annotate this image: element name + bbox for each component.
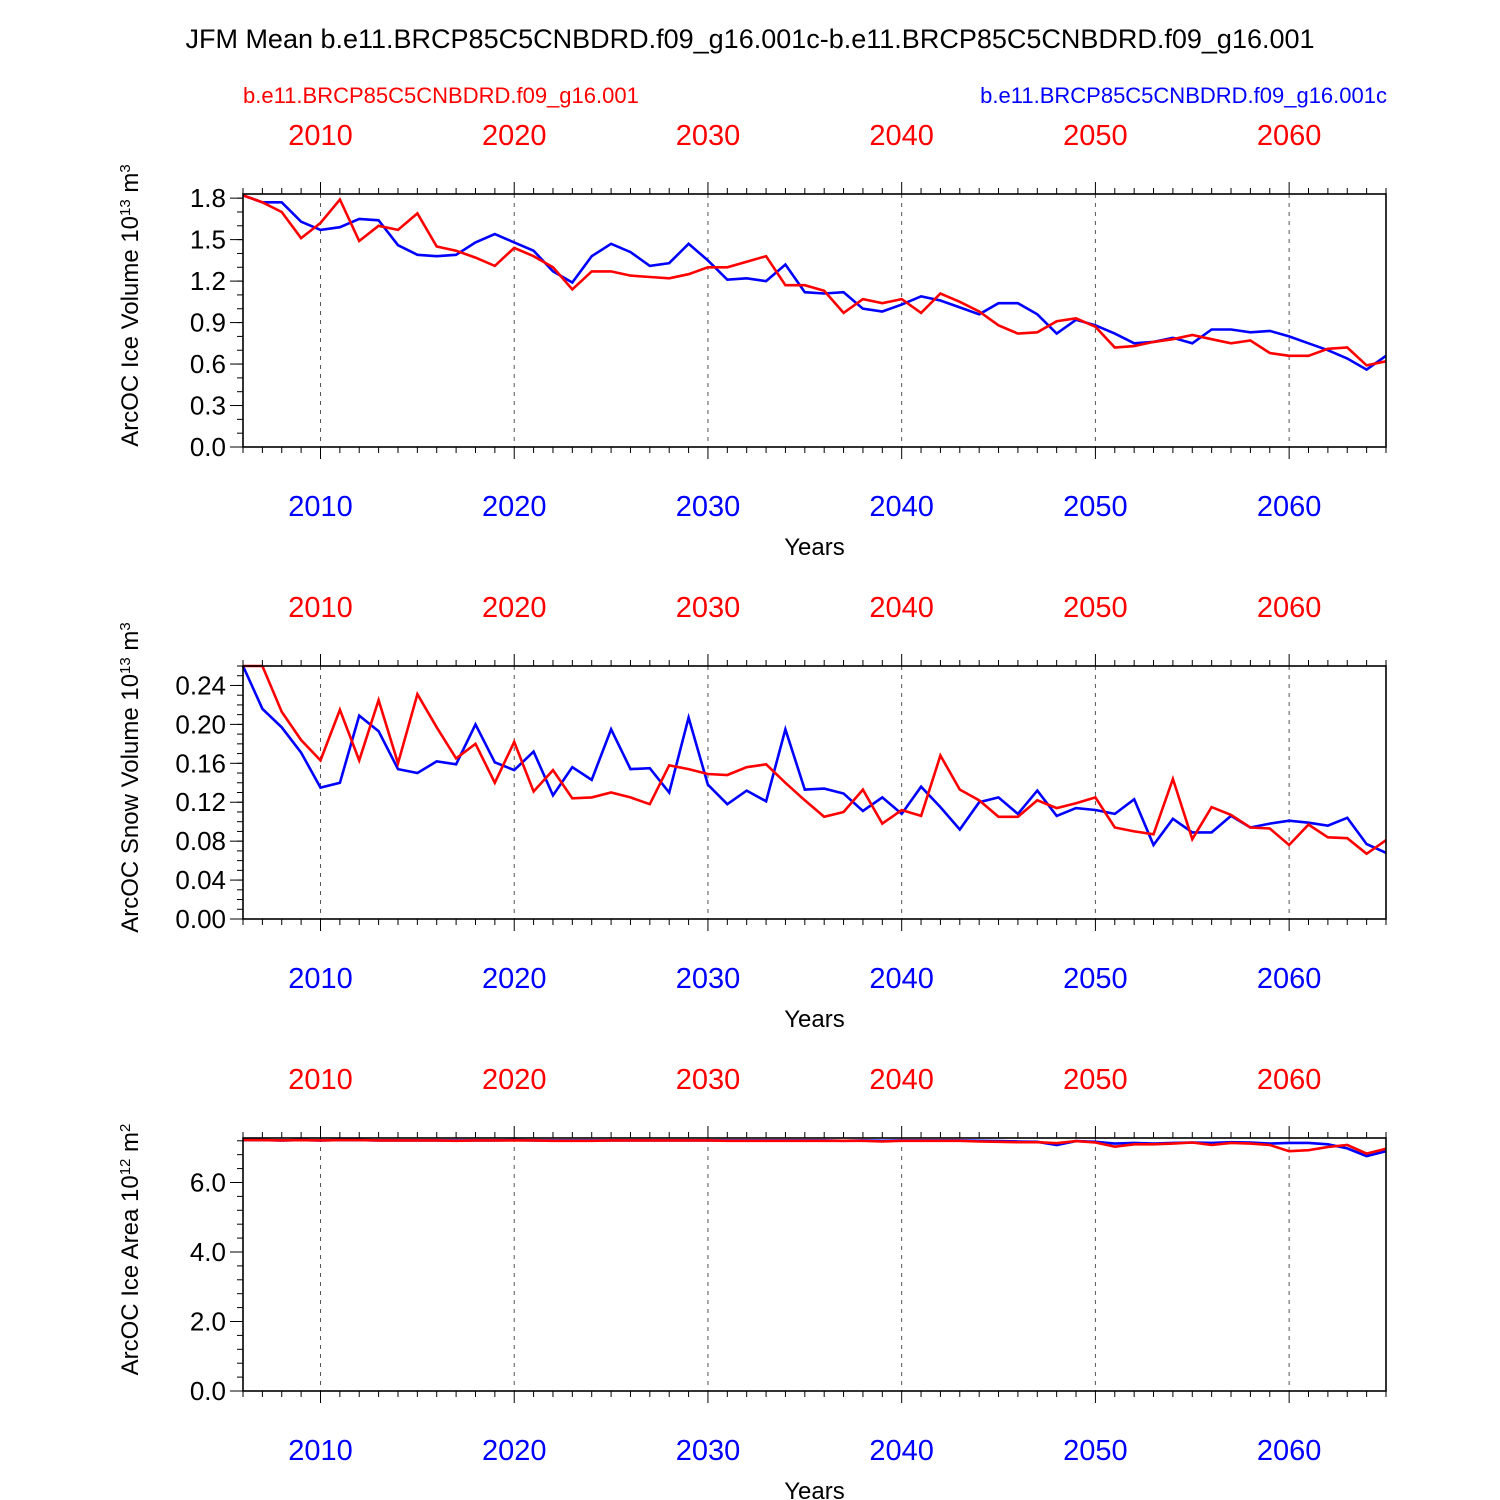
x-tick-label-bottom: 2040	[869, 963, 934, 995]
y-tick-label: 1.8	[190, 183, 226, 213]
y-tick-label: 1.5	[190, 225, 226, 255]
y-axis-label-part: m	[117, 173, 144, 193]
y-axis-label-part: m	[117, 1132, 144, 1152]
y-tick-label: 0.6	[190, 349, 226, 379]
x-tick-label-top: 2060	[1257, 120, 1322, 152]
y-tick-label: 0.0	[190, 1376, 226, 1406]
series-line-blue-ice-volume	[242, 194, 1387, 372]
x-tick-label-top: 2010	[288, 120, 353, 152]
series-line-red-snow-volume	[243, 664, 1387, 856]
y-tick-label: 0.0	[190, 432, 226, 462]
x-tick-label-top: 2030	[676, 120, 741, 152]
legend-blue-label: b.e11.BRCP85C5CNBDRD.f09_g16.001c	[980, 83, 1387, 108]
x-tick-label-bottom: 2050	[1063, 963, 1128, 995]
y-tick-label: 0.04	[175, 865, 226, 895]
y-tick-label: 4.0	[190, 1237, 226, 1267]
legend-red-label: b.e11.BRCP85C5CNBDRD.f09_g16.001	[243, 83, 639, 108]
plot-frame	[242, 1137, 1387, 1392]
y-axis-label-part: 2	[117, 1124, 134, 1132]
y-axis-label-part: 10	[117, 216, 144, 243]
y-tick-label: 0.00	[175, 904, 226, 934]
series-line-blue-ice-area	[243, 1138, 1387, 1158]
x-tick-label-bottom: 2060	[1257, 963, 1322, 995]
x-tick-label-bottom: 2020	[482, 963, 547, 995]
y-axis-label-part: 3	[117, 164, 134, 172]
x-tick-label-bottom: 2060	[1257, 491, 1322, 523]
panel-ice-area: 0.0 2.0 4.0 6.0 2010 2010 2020 2020 2030 2030 2040…	[117, 1064, 1387, 1500]
x-tick-label-bottom: 2030	[676, 1435, 741, 1467]
x-tick-label-top: 2050	[1063, 120, 1128, 152]
y-axis-label: ArcOC Ice Volume 1013 m3	[117, 164, 145, 446]
x-tick-label-top: 2010	[288, 1064, 353, 1096]
y-axis-label: ArcOC Ice Area 1012 m2	[117, 1124, 145, 1376]
x-tick-label-bottom: 2020	[482, 1435, 547, 1467]
series-line-red-ice-area	[243, 1138, 1387, 1155]
x-tick-label-bottom: 2040	[869, 491, 934, 523]
x-axis-label: Years	[784, 1006, 845, 1033]
x-tick-label-top: 2020	[482, 120, 547, 152]
plot-frame	[242, 193, 1387, 448]
y-axis-label: ArcOC Snow Volume 1013 m3	[117, 622, 145, 933]
y-tick-label: 6.0	[190, 1167, 226, 1197]
x-tick-label-top: 2050	[1063, 1064, 1128, 1096]
x-tick-label-bottom: 2030	[676, 491, 741, 523]
x-tick-label-bottom: 2050	[1063, 491, 1128, 523]
x-tick-label-top: 2010	[288, 592, 353, 624]
y-tick-label: 0.24	[175, 670, 226, 700]
y-tick-label: 0.9	[190, 308, 226, 338]
x-tick-label-bottom: 2050	[1063, 1435, 1128, 1467]
x-tick-label-top: 2060	[1257, 592, 1322, 624]
y-axis-label-part: 13	[117, 657, 134, 674]
y-axis-label-part: 10	[117, 674, 144, 701]
x-tick-label-bottom: 2020	[482, 491, 547, 523]
x-tick-label-bottom: 2060	[1257, 1435, 1322, 1467]
panel-ice-volume: 0.0 0.3 0.6 0.9 1.2 1.5 1.8 2010 2010 2020 2020 203…	[117, 120, 1387, 561]
x-tick-label-bottom: 2030	[676, 963, 741, 995]
y-tick-label: 0.3	[190, 391, 226, 421]
x-tick-label-top: 2040	[869, 120, 934, 152]
y-axis-label-part: m	[117, 631, 144, 651]
y-axis-label-part: ArcOC Snow Volume	[117, 707, 144, 932]
y-axis-label-part: 13	[117, 199, 134, 216]
y-axis-label-part: ArcOC Ice Area	[117, 1208, 144, 1375]
x-tick-label-top: 2030	[676, 1064, 741, 1096]
figure-title: JFM Mean b.e11.BRCP85C5CNBDRD.f09_g16.00…	[185, 24, 1314, 54]
x-tick-label-top: 2020	[482, 592, 547, 624]
x-tick-label-top: 2060	[1257, 1064, 1322, 1096]
y-axis-label-part: 3	[117, 622, 134, 630]
y-axis-label-part: 12	[117, 1159, 134, 1176]
x-tick-label-bottom: 2040	[869, 1435, 934, 1467]
chart-panels: 0.0 0.3 0.6 0.9 1.2 1.5 1.8 2010 2010 2020 2020 203…	[117, 120, 1387, 1500]
x-tick-label-top: 2040	[869, 1064, 934, 1096]
y-tick-label: 1.2	[190, 266, 226, 296]
y-tick-label: 0.16	[175, 748, 226, 778]
panel-snow-volume: 0.00 0.04 0.08 0.12 0.16 0.20 0.24 2010 2010 2020…	[117, 592, 1387, 1033]
y-tick-label: 2.0	[190, 1306, 226, 1336]
y-tick-label: 0.08	[175, 826, 226, 856]
y-tick-label: 0.20	[175, 709, 226, 739]
x-tick-label-top: 2030	[676, 592, 741, 624]
x-axis-label: Years	[784, 534, 845, 561]
x-tick-label-top: 2040	[869, 592, 934, 624]
x-tick-label-bottom: 2010	[288, 963, 353, 995]
series-line-blue-snow-volume	[241, 665, 1387, 854]
x-axis-label: Years	[784, 1478, 845, 1500]
y-axis-label-part: ArcOC Ice Volume	[117, 249, 144, 446]
y-tick-label: 0.12	[175, 787, 226, 817]
y-axis-label-part: 10	[117, 1175, 144, 1202]
series-line-red-ice-volume	[242, 194, 1387, 367]
x-tick-label-bottom: 2010	[288, 491, 353, 523]
x-tick-label-bottom: 2010	[288, 1435, 353, 1467]
x-tick-label-top: 2020	[482, 1064, 547, 1096]
x-tick-label-top: 2050	[1063, 592, 1128, 624]
